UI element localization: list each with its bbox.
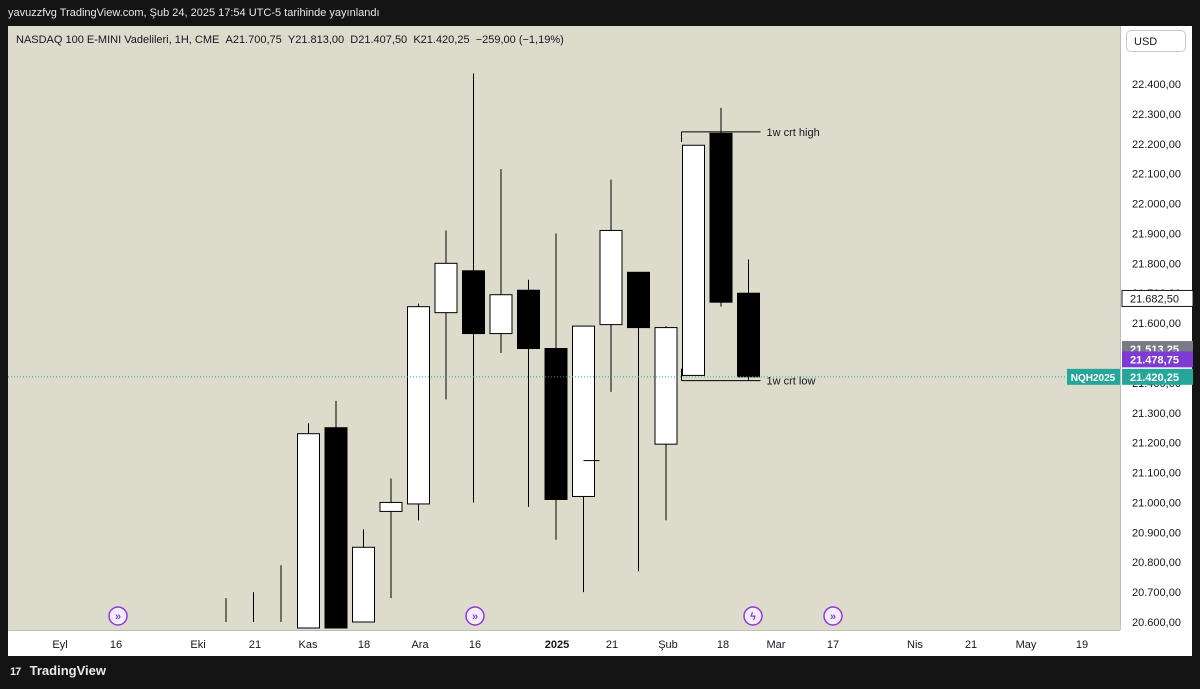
dividend-event-icon: » xyxy=(108,606,128,626)
tv-logo-icon: 17 xyxy=(10,666,21,678)
time-axis-svg: Eyl 16 Eki 21 Kas 18 Ara 16 2025 21 Şub 18 Mar 17 Nis 2… xyxy=(52,639,1088,651)
price-tick-label: 22.200,00 xyxy=(1132,139,1181,151)
time-tick-label: Eki xyxy=(190,639,205,651)
symbol-badge xyxy=(1067,368,1120,385)
time-tick-label: 17 xyxy=(827,639,839,651)
dividend-event-icon: » xyxy=(823,606,843,626)
time-tick-label: May xyxy=(1016,639,1037,651)
chart-pane[interactable]: 1w crt high 1w crt low » » ϟ » NQH2025 xyxy=(8,26,1120,630)
event-icon-glyph: ϟ xyxy=(750,611,756,623)
price-tick-label: 21.100,00 xyxy=(1132,468,1181,480)
event-icon-glyph: » xyxy=(830,611,836,623)
legend-open: A21.700,75 xyxy=(225,34,282,46)
published-bar: yavuzzfvg TradingView.com, Şub 24, 2025 … xyxy=(0,0,1200,26)
price-badge-label: 21.478,75 xyxy=(1130,354,1179,366)
price-badge xyxy=(1122,368,1193,385)
price-tick-label: 21.800,00 xyxy=(1132,258,1181,270)
candle-body xyxy=(627,271,650,329)
candle-body xyxy=(297,433,320,629)
price-badge xyxy=(1122,351,1193,368)
price-badge-label: 21.420,25 xyxy=(1130,372,1179,384)
symbol-legend: NASDAQ 100 E-MINI Vadelileri, 1H, CME A2… xyxy=(16,34,564,46)
currency-button[interactable]: USD xyxy=(1126,30,1186,52)
event-icon-glyph: » xyxy=(115,611,121,623)
price-tick-label: 21.900,00 xyxy=(1132,228,1181,240)
time-tick-label: 16 xyxy=(110,639,122,651)
candle-body xyxy=(489,294,513,335)
event-icon-circle xyxy=(465,606,485,626)
candle-body xyxy=(379,501,403,512)
symbol-badge-label: NQH2025 xyxy=(1071,373,1116,384)
price-tick-label: 22.100,00 xyxy=(1132,169,1181,181)
legend-high: Y21.813,00 xyxy=(287,34,345,46)
candle-body xyxy=(572,325,595,497)
candle-body xyxy=(462,270,485,335)
price-tick-label: 22.300,00 xyxy=(1132,109,1181,121)
candle-body xyxy=(352,546,375,623)
event-icon-circle xyxy=(743,606,763,626)
time-tick-label: Nis xyxy=(907,639,923,651)
symbol-name: NASDAQ 100 E-MINI Vadelileri, 1H, CME xyxy=(16,34,220,46)
event-icon-circle xyxy=(108,606,128,626)
price-tick-label: 21.600,00 xyxy=(1132,318,1181,330)
candle-body xyxy=(709,132,733,303)
event-icon-glyph: » xyxy=(472,611,478,623)
candle-body xyxy=(324,427,348,629)
earnings-event-icon: ϟ xyxy=(743,606,763,626)
candle-body xyxy=(434,262,458,314)
brand-name: TradingView xyxy=(29,663,106,678)
time-axis[interactable]: Eyl 16 Eki 21 Kas 18 Ara 16 2025 21 Şub 18 Mar 17 Nis 2… xyxy=(8,630,1120,656)
time-tick-label: 18 xyxy=(358,639,370,651)
tradingview-logo[interactable]: 17 TradingView xyxy=(10,663,106,678)
candle-body xyxy=(407,306,430,505)
candle-body xyxy=(599,229,623,326)
time-tick-label: 16 xyxy=(469,639,481,651)
price-scale[interactable]: 20.600,00 20.700,00 20.800,00 20.900,00 21.0… xyxy=(1120,26,1194,630)
candle-body xyxy=(544,348,568,500)
annotation-label: 1w crt high xyxy=(767,127,820,139)
candlestick-chart[interactable]: 1w crt high 1w crt low » » ϟ » NQH2025 xyxy=(8,26,1120,630)
published-text: yavuzzfvg TradingView.com, Şub 24, 2025 … xyxy=(8,7,380,19)
candle-body xyxy=(737,292,760,378)
time-tick-label: 21 xyxy=(249,639,261,651)
time-tick-label: Ara xyxy=(411,639,429,651)
time-tick-label: 2025 xyxy=(545,639,569,651)
legend-close: K21.420,25 xyxy=(413,34,470,46)
price-tick-label: 22.000,00 xyxy=(1132,199,1181,211)
price-tick-label: 21.000,00 xyxy=(1132,497,1181,509)
price-tick-label: 20.900,00 xyxy=(1132,527,1181,539)
price-tick-label: 20.600,00 xyxy=(1132,617,1181,629)
time-tick-label: 18 xyxy=(717,639,729,651)
price-badge-label: 21.682,50 xyxy=(1130,293,1179,305)
time-tick-label: 19 xyxy=(1076,639,1088,651)
legend-low: D21.407,50 xyxy=(350,34,408,46)
candle-body xyxy=(654,327,678,445)
time-tick-label: Mar xyxy=(767,639,786,651)
time-tick-label: Eyl xyxy=(52,639,67,651)
event-icon-circle xyxy=(823,606,843,626)
price-tick-label: 20.800,00 xyxy=(1132,557,1181,569)
price-scale-svg: 20.600,00 20.700,00 20.800,00 20.900,00 21.0… xyxy=(1121,79,1194,629)
footer-bar xyxy=(0,656,1200,689)
dividend-event-icon: » xyxy=(465,606,485,626)
legend-change: −259,00 (−1,19%) xyxy=(475,34,564,46)
price-tick-label: 21.300,00 xyxy=(1132,408,1181,420)
candle-body xyxy=(682,144,705,376)
time-tick-label: Kas xyxy=(299,639,318,651)
annotation-label: 1w crt low xyxy=(767,376,816,388)
price-tick-label: 21.200,00 xyxy=(1132,438,1181,450)
price-tick-label: 22.400,00 xyxy=(1132,79,1181,91)
price-tick-label: 20.700,00 xyxy=(1132,587,1181,599)
time-tick-label: Şub xyxy=(658,639,678,651)
candle-body xyxy=(517,289,540,350)
time-tick-label: 21 xyxy=(606,639,618,651)
time-tick-label: 21 xyxy=(965,639,977,651)
